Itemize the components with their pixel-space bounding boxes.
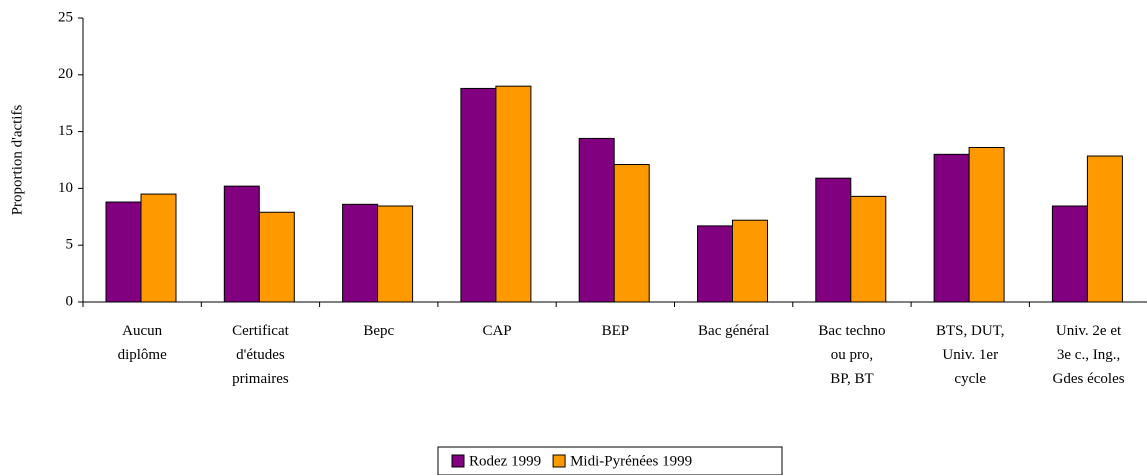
x-tick-label: Aucun diplôme	[118, 323, 168, 363]
y-tick-label: 15	[58, 123, 73, 139]
y-tick-label: 25	[58, 9, 73, 25]
bar	[495, 85, 532, 303]
y-tick-label: 5	[66, 237, 74, 253]
bar	[1051, 205, 1088, 303]
bar	[850, 195, 887, 303]
x-tick-label: Certificat d'études primaires	[232, 323, 289, 387]
x-tick-label: BEP	[602, 323, 630, 339]
x-tick-label: Univ. 2e et 3e c., Ing., Gdes écoles	[1053, 323, 1125, 387]
bar	[697, 225, 733, 303]
bar	[732, 219, 768, 303]
bar	[1086, 155, 1123, 303]
x-tick-label: Bac général	[698, 323, 769, 339]
legend-label: Midi-Pyrénées 1999	[570, 453, 692, 469]
x-tick-label: Bepc	[363, 323, 394, 339]
legend-box	[437, 446, 783, 475]
bar	[968, 147, 1005, 303]
legend-swatch	[552, 454, 566, 468]
bar	[815, 177, 852, 303]
y-tick-label: 0	[66, 293, 74, 309]
x-tick-label: CAP	[482, 323, 511, 339]
legend-label: Rodez 1999	[469, 453, 541, 469]
y-tick-label: 10	[58, 180, 73, 196]
y-axis-title: Proportion d'actifs	[9, 105, 25, 216]
bar	[460, 87, 497, 303]
bar	[140, 193, 177, 303]
bar	[258, 211, 295, 303]
bar	[377, 205, 414, 303]
bar	[613, 164, 650, 303]
bar	[933, 153, 970, 303]
x-tick-label: BTS, DUT, Univ. 1er cycle	[936, 323, 1004, 387]
bar	[342, 203, 379, 303]
bar	[105, 201, 142, 303]
bar	[223, 185, 260, 303]
y-tick-label: 20	[58, 66, 73, 82]
legend-swatch	[451, 454, 465, 468]
bar	[578, 137, 615, 303]
x-tick-label: Bac techno ou pro, BP, BT	[818, 323, 885, 387]
